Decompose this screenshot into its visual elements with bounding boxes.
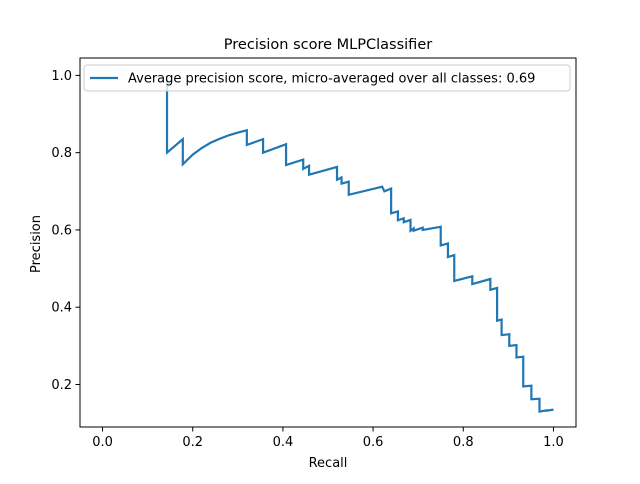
legend-frame — [83, 64, 571, 92]
legend-entry-label: Average precision score, micro-averaged … — [128, 72, 535, 87]
chart-title: Precision score MLPClassifier — [224, 37, 432, 53]
axes: 0.0 0.2 0.4 0.6 0.8 1.0 0.2 0.4 0.6 0.8 1.0 — [51, 57, 577, 450]
y-axis-label: Precision — [29, 215, 44, 273]
y-tick-label: 0.2 — [51, 378, 72, 393]
axes-frame — [79, 57, 577, 428]
y-tick-label: 0.6 — [51, 223, 72, 238]
plot-area — [165, 75, 554, 413]
legend: Average precision score, micro-averaged … — [83, 64, 571, 92]
y-tick-label: 0.8 — [51, 146, 72, 161]
x-tick-label: 0.4 — [273, 435, 294, 450]
x-tick-label: 0.2 — [182, 435, 203, 450]
x-axis-label: Recall — [309, 456, 348, 471]
x-tick-label: 0.6 — [363, 435, 384, 450]
x-tick-label: 0.0 — [92, 435, 113, 450]
x-tick-label: 0.8 — [453, 435, 474, 450]
series-line-0 — [165, 75, 554, 413]
y-tick-label: 1.0 — [51, 69, 72, 84]
y-tick-label: 0.4 — [51, 301, 72, 316]
x-tick-label: 1.0 — [543, 435, 564, 450]
